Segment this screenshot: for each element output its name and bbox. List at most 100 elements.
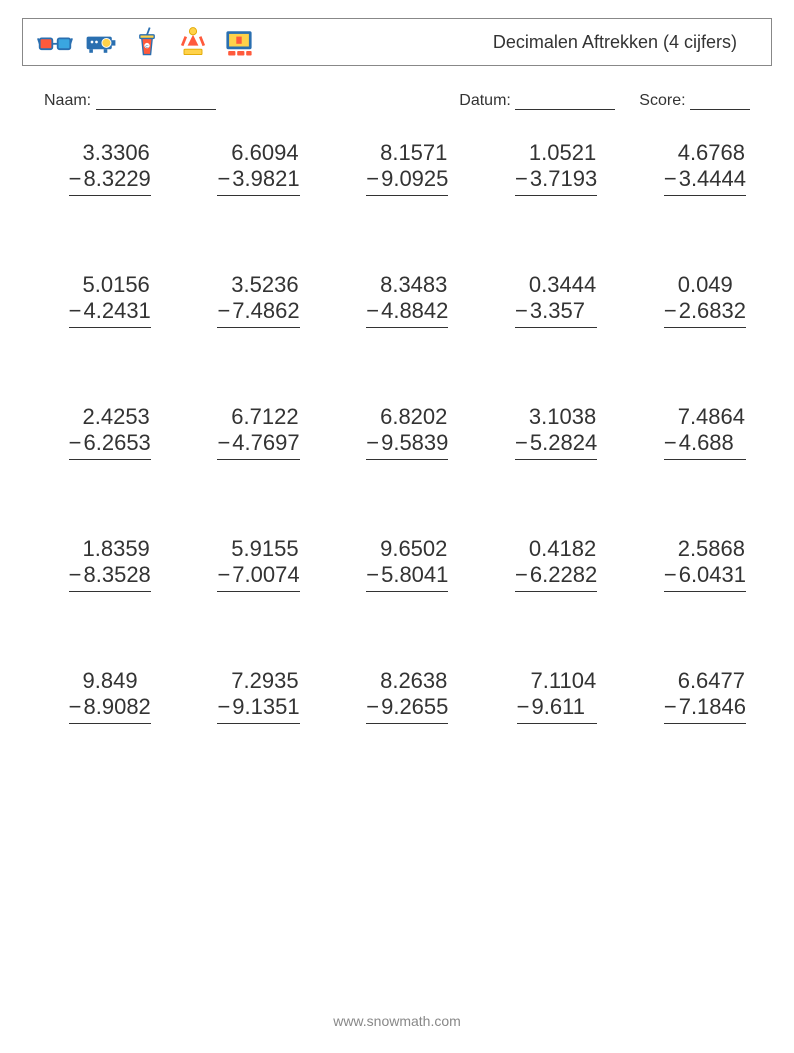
- problem-bottom-value: 6.2653: [84, 430, 151, 456]
- minus-sign: −: [515, 430, 528, 456]
- problem-top-value: 2.5868: [678, 536, 746, 562]
- problem-bottom-row: −4.8842: [366, 298, 448, 328]
- page-title: Decimalen Aftrekken (4 cijfers): [493, 32, 757, 53]
- score-label: Score:: [639, 92, 750, 110]
- minus-sign: −: [515, 298, 528, 324]
- problem-bottom-row: −4.2431: [69, 298, 151, 328]
- problem-bottom-row: −7.4862: [217, 298, 299, 328]
- date-label-text: Datum:: [459, 92, 511, 109]
- minus-sign: −: [217, 694, 230, 720]
- problem-bottom-value: 9.5839: [381, 430, 448, 456]
- tablet-screen-icon: [221, 24, 257, 60]
- problem-top-value: 0.4182: [529, 536, 597, 562]
- award-figure-icon: [175, 24, 211, 60]
- problem-bottom-value: 7.0074: [232, 562, 299, 588]
- name-label: Naam:: [44, 92, 216, 110]
- problem-cell: 1.0521−3.7193: [476, 140, 615, 196]
- problem-bottom-value: 2.6832: [679, 298, 746, 324]
- problem-cell: 5.0156−4.2431: [30, 272, 169, 328]
- problem-top-value: 4.6768: [678, 140, 746, 166]
- problem-top-value: 8.1571: [380, 140, 448, 166]
- problem-bottom-value: 9.2655: [381, 694, 448, 720]
- problem-cell: 3.1038−5.2824: [476, 404, 615, 460]
- problem-cell: 4.6768−3.4444: [625, 140, 764, 196]
- problem-top-value: 0.3444: [529, 272, 597, 298]
- problem-top-value: 7.4864: [678, 404, 746, 430]
- problem-bottom-value: 6.0431: [679, 562, 746, 588]
- score-blank: [690, 94, 750, 110]
- date-label: Datum:: [459, 92, 615, 110]
- problem-top-value: 6.6094: [231, 140, 299, 166]
- date-blank: [515, 94, 615, 110]
- problem-bottom-row: −3.4444: [664, 166, 746, 196]
- problem-cell: 9.6502−5.8041: [328, 536, 467, 592]
- minus-sign: −: [69, 166, 82, 192]
- problem-top-value: 1.8359: [83, 536, 151, 562]
- problem-cell: 3.5236−7.4862: [179, 272, 318, 328]
- problem-cell: 6.6094−3.9821: [179, 140, 318, 196]
- problem-bottom-value: 8.3229: [84, 166, 151, 192]
- problem-cell: 5.9155−7.0074: [179, 536, 318, 592]
- problem-bottom-row: −8.9082: [69, 694, 151, 724]
- problem-cell: 7.2935−9.1351: [179, 668, 318, 724]
- problem-cell: 7.4864−4.688: [625, 404, 764, 460]
- minus-sign: −: [515, 562, 528, 588]
- problem-bottom-row: −6.2282: [515, 562, 597, 592]
- problem-cell: 6.8202−9.5839: [328, 404, 467, 460]
- problem-bottom-row: −3.7193: [515, 166, 597, 196]
- problem-cell: 0.3444−3.357: [476, 272, 615, 328]
- problem-top-value: 3.3306: [83, 140, 151, 166]
- problem-cell: 1.8359−8.3528: [30, 536, 169, 592]
- problem-cell: 8.2638−9.2655: [328, 668, 467, 724]
- minus-sign: −: [515, 166, 528, 192]
- header-box: C Decimalen Aftrekken (4 cijfers): [22, 18, 772, 66]
- problem-top-value: 9.6502: [380, 536, 448, 562]
- minus-sign: −: [69, 562, 82, 588]
- problem-top-value: 8.3483: [380, 272, 448, 298]
- problem-bottom-row: −8.3528: [69, 562, 151, 592]
- glasses-3d-icon: [37, 24, 73, 60]
- projector-icon: [83, 24, 119, 60]
- minus-sign: −: [664, 430, 677, 456]
- name-label-text: Naam:: [44, 92, 91, 109]
- minus-sign: −: [366, 430, 379, 456]
- problem-top-value: 8.2638: [380, 668, 448, 694]
- problem-cell: 2.4253−6.2653: [30, 404, 169, 460]
- problem-bottom-value: 3.4444: [679, 166, 746, 192]
- problem-top-value: 6.8202: [380, 404, 448, 430]
- minus-sign: −: [69, 298, 82, 324]
- minus-sign: −: [366, 562, 379, 588]
- problem-bottom-row: −6.0431: [664, 562, 746, 592]
- problem-cell: 3.3306−8.3229: [30, 140, 169, 196]
- problem-top-value: 5.9155: [231, 536, 299, 562]
- problem-top-value: 9.849: [83, 668, 151, 694]
- problem-top-value: 0.049: [678, 272, 746, 298]
- problem-bottom-value: 9.1351: [232, 694, 299, 720]
- problem-bottom-value: 7.4862: [232, 298, 299, 324]
- problem-bottom-row: −9.1351: [217, 694, 299, 724]
- drink-cup-icon: C: [129, 24, 165, 60]
- problem-top-value: 1.0521: [529, 140, 597, 166]
- problem-bottom-value: 5.8041: [381, 562, 448, 588]
- problem-cell: 7.1104−9.611: [476, 668, 615, 724]
- problem-bottom-row: −9.611: [517, 694, 598, 724]
- problem-bottom-row: −7.1846: [664, 694, 746, 724]
- problem-top-value: 3.5236: [231, 272, 299, 298]
- problem-top-value: 3.1038: [529, 404, 597, 430]
- problem-bottom-value: 9.611: [532, 694, 598, 720]
- minus-sign: −: [664, 562, 677, 588]
- minus-sign: −: [217, 562, 230, 588]
- minus-sign: −: [69, 694, 82, 720]
- icon-row: C: [37, 24, 257, 60]
- problem-bottom-row: −3.357: [515, 298, 597, 328]
- problem-bottom-value: 8.9082: [84, 694, 151, 720]
- problem-bottom-row: −4.688: [664, 430, 746, 460]
- minus-sign: −: [664, 166, 677, 192]
- problem-bottom-row: −9.0925: [366, 166, 448, 196]
- problem-bottom-value: 3.357: [530, 298, 597, 324]
- minus-sign: −: [366, 166, 379, 192]
- problem-bottom-row: −3.9821: [217, 166, 299, 196]
- problems-grid: 3.3306−8.32296.6094−3.98218.1571−9.09251…: [30, 140, 764, 724]
- problem-top-value: 6.7122: [231, 404, 299, 430]
- problem-bottom-value: 4.688: [679, 430, 746, 456]
